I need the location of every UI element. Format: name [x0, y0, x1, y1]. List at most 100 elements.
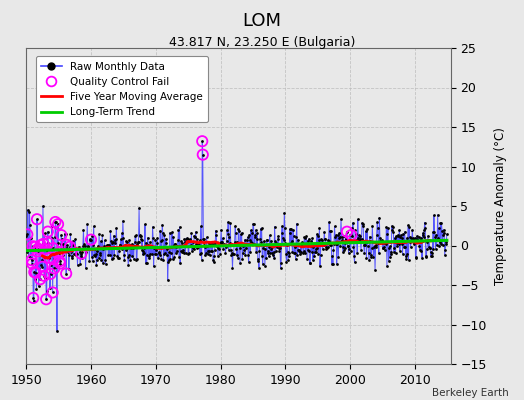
Point [433, 237, 441, 243]
Point [126, 257, 135, 263]
Point [179, 249, 188, 255]
Point [164, 259, 172, 266]
Point [197, 250, 205, 257]
Point [411, 235, 419, 241]
Point [402, 256, 410, 262]
Point [328, 253, 336, 260]
Point [28, 243, 37, 250]
Point [200, 242, 209, 248]
Point [50, 256, 58, 262]
Point [442, 241, 450, 248]
Point [266, 232, 274, 238]
Point [430, 229, 439, 235]
Point [353, 236, 361, 243]
Point [421, 219, 429, 226]
Point [109, 239, 117, 245]
Point [142, 240, 150, 246]
Point [300, 248, 308, 254]
Point [280, 210, 289, 216]
Point [297, 249, 305, 256]
Point [141, 221, 149, 228]
Point [29, 295, 37, 301]
Point [49, 245, 58, 251]
Point [100, 237, 108, 244]
Point [63, 249, 72, 256]
Point [384, 257, 392, 264]
Point [56, 260, 64, 267]
Point [366, 237, 374, 244]
Point [91, 252, 99, 259]
Point [35, 283, 43, 289]
Point [56, 258, 64, 264]
Point [426, 245, 434, 251]
Point [80, 241, 88, 248]
Point [271, 238, 279, 245]
Point [105, 242, 114, 248]
Point [228, 250, 236, 256]
Point [135, 205, 143, 211]
Point [232, 246, 241, 252]
Point [26, 222, 34, 228]
Point [92, 251, 100, 257]
Point [223, 227, 231, 234]
Point [290, 250, 298, 256]
Point [229, 251, 237, 257]
Point [325, 219, 333, 225]
Point [394, 232, 402, 238]
Point [187, 230, 195, 237]
Point [69, 238, 77, 244]
Point [184, 250, 193, 256]
Point [294, 246, 303, 253]
Point [122, 247, 130, 253]
Point [299, 250, 308, 256]
Point [58, 245, 66, 252]
Point [274, 235, 282, 242]
Point [130, 243, 138, 249]
Point [57, 232, 66, 238]
Point [380, 244, 388, 251]
Point [410, 239, 419, 245]
Point [297, 242, 305, 248]
Point [234, 255, 242, 261]
Point [205, 252, 214, 258]
Point [355, 238, 363, 244]
Point [259, 245, 267, 251]
Point [231, 223, 239, 229]
Point [189, 244, 197, 251]
Point [145, 253, 154, 260]
Point [325, 228, 334, 234]
Point [379, 240, 388, 246]
Point [320, 228, 329, 235]
Point [41, 246, 50, 252]
Point [189, 246, 198, 252]
Point [208, 248, 216, 255]
Point [48, 289, 57, 296]
Point [433, 212, 442, 218]
Point [393, 242, 401, 249]
Point [321, 236, 330, 242]
Point [392, 240, 401, 246]
Point [342, 236, 351, 242]
Point [188, 238, 196, 245]
Point [322, 246, 331, 252]
Point [365, 234, 374, 240]
Point [34, 246, 42, 252]
Point [416, 237, 424, 244]
Point [32, 270, 40, 276]
Point [49, 245, 58, 251]
Point [345, 246, 353, 252]
Point [199, 152, 207, 158]
Point [386, 253, 395, 260]
Point [60, 230, 69, 237]
Point [430, 212, 438, 218]
Point [328, 261, 336, 267]
Point [58, 236, 67, 242]
Point [405, 224, 413, 230]
Point [239, 243, 247, 250]
Point [186, 242, 194, 249]
Point [248, 230, 256, 236]
Point [198, 138, 206, 144]
Point [263, 237, 271, 244]
Point [53, 240, 62, 246]
Point [352, 231, 360, 237]
